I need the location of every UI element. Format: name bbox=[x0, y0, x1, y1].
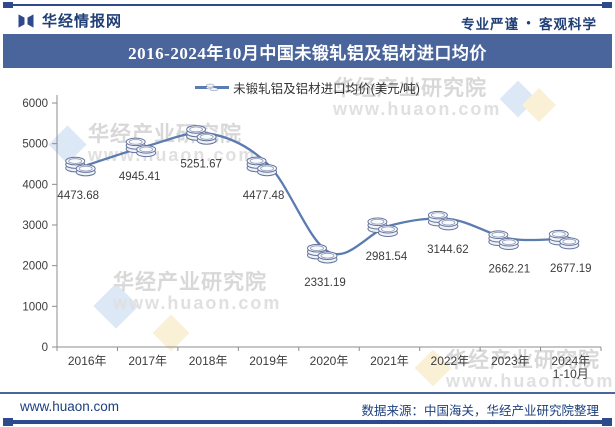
site-logo: 华经情报网 bbox=[16, 10, 122, 31]
divider-endcap bbox=[602, 2, 612, 8]
watermark: 华经产业研究院 www.huaon.com bbox=[446, 349, 615, 392]
data-point-marker bbox=[427, 210, 459, 231]
data-point-marker bbox=[186, 125, 217, 145]
data-label: 2331.19 bbox=[304, 277, 346, 289]
y-tick-label: 6000 bbox=[22, 98, 48, 110]
watermark-line2: www.huaon.com bbox=[113, 293, 282, 314]
y-tick-label: 1000 bbox=[22, 301, 48, 313]
x-tick-label: 2016年 bbox=[68, 354, 107, 368]
header-slogan: 专业严谨 ● 客观科学 bbox=[461, 13, 597, 33]
site-name: 华经情报网 bbox=[42, 13, 123, 30]
x-tick-label: 2021年 bbox=[370, 354, 409, 368]
data-source-note: 数据来源：中国海关，华经产业研究院整理 bbox=[361, 404, 599, 418]
top-divider bbox=[3, 2, 612, 8]
bottom-divider bbox=[3, 418, 612, 426]
x-tick-label: 2019年 bbox=[249, 354, 288, 368]
data-point-marker bbox=[488, 230, 519, 251]
watermark-line1: 华经产业研究院 bbox=[446, 349, 600, 372]
data-point-marker bbox=[246, 156, 278, 177]
x-tick-label: 2017年 bbox=[128, 354, 167, 368]
legend-label: 未锻轧铝及铝材进口均价(美元/吨) bbox=[233, 82, 420, 96]
y-tick-label: 4000 bbox=[22, 179, 48, 191]
x-tick-label: 2023年 bbox=[491, 354, 530, 368]
watermark: 华经产业研究院 www.huaon.com bbox=[113, 271, 282, 314]
huajing-logo-icon bbox=[18, 13, 34, 28]
slogan-right: 客观科学 bbox=[539, 17, 597, 32]
data-label: 2677.19 bbox=[550, 263, 592, 275]
y-tick-label: 2000 bbox=[22, 261, 48, 273]
data-label: 4477.48 bbox=[243, 190, 285, 202]
data-label: 5251.67 bbox=[180, 158, 222, 170]
divider-endcap bbox=[602, 418, 612, 426]
data-point-marker bbox=[125, 137, 157, 158]
legend-line-marker bbox=[195, 84, 230, 92]
data-label: 4473.68 bbox=[57, 190, 99, 202]
y-tick-label: 0 bbox=[42, 342, 48, 354]
footer-site-url: www.huaon.com bbox=[20, 399, 120, 414]
bullet-icon: ● bbox=[526, 18, 532, 27]
watermark: 华经产业研究院 www.huaon.com bbox=[333, 77, 502, 120]
chart-legend: 未锻轧铝及铝材进口均价(美元/吨) bbox=[0, 78, 615, 97]
watermark-line1: 华经产业研究院 bbox=[333, 77, 487, 100]
x-tick-label: 2022年 bbox=[431, 354, 470, 368]
data-point-marker bbox=[548, 229, 580, 250]
y-tick-label: 5000 bbox=[22, 139, 48, 151]
slogan-left: 专业严谨 bbox=[461, 17, 520, 32]
coin-stack-icon bbox=[206, 84, 219, 92]
data-point-marker bbox=[65, 156, 96, 177]
chart-title: 2016-2024年10月中国未锻轧铝及铝材进口均价 bbox=[128, 43, 487, 63]
y-tick-label: 3000 bbox=[22, 220, 48, 232]
watermark-line2: www.huaon.com bbox=[333, 99, 502, 120]
watermark-line2: www.huaon.com bbox=[446, 371, 615, 392]
data-label: 4945.41 bbox=[119, 171, 161, 183]
x-tick-label: 2018年 bbox=[189, 354, 228, 368]
header: 华经情报网 专业严谨 ● 客观科学 bbox=[0, 8, 615, 34]
divider-endcap bbox=[3, 418, 13, 426]
footer: www.huaon.com 数据来源：中国海关，华经产业研究院整理 bbox=[0, 397, 615, 418]
title-banner: 2016-2024年10月中国未锻轧铝及铝材进口均价 bbox=[3, 34, 612, 68]
data-label: 3144.62 bbox=[427, 244, 469, 256]
x-tick-label: 2024年 1-10月 bbox=[551, 354, 590, 381]
divider-endcap bbox=[3, 2, 13, 8]
data-label: 2662.21 bbox=[489, 264, 531, 276]
watermark-line1: 华经产业研究院 bbox=[113, 271, 267, 294]
footer-divider bbox=[0, 392, 615, 394]
data-point-marker bbox=[307, 243, 338, 264]
x-tick-label: 2020年 bbox=[310, 354, 349, 368]
data-label: 2981.54 bbox=[366, 251, 408, 263]
